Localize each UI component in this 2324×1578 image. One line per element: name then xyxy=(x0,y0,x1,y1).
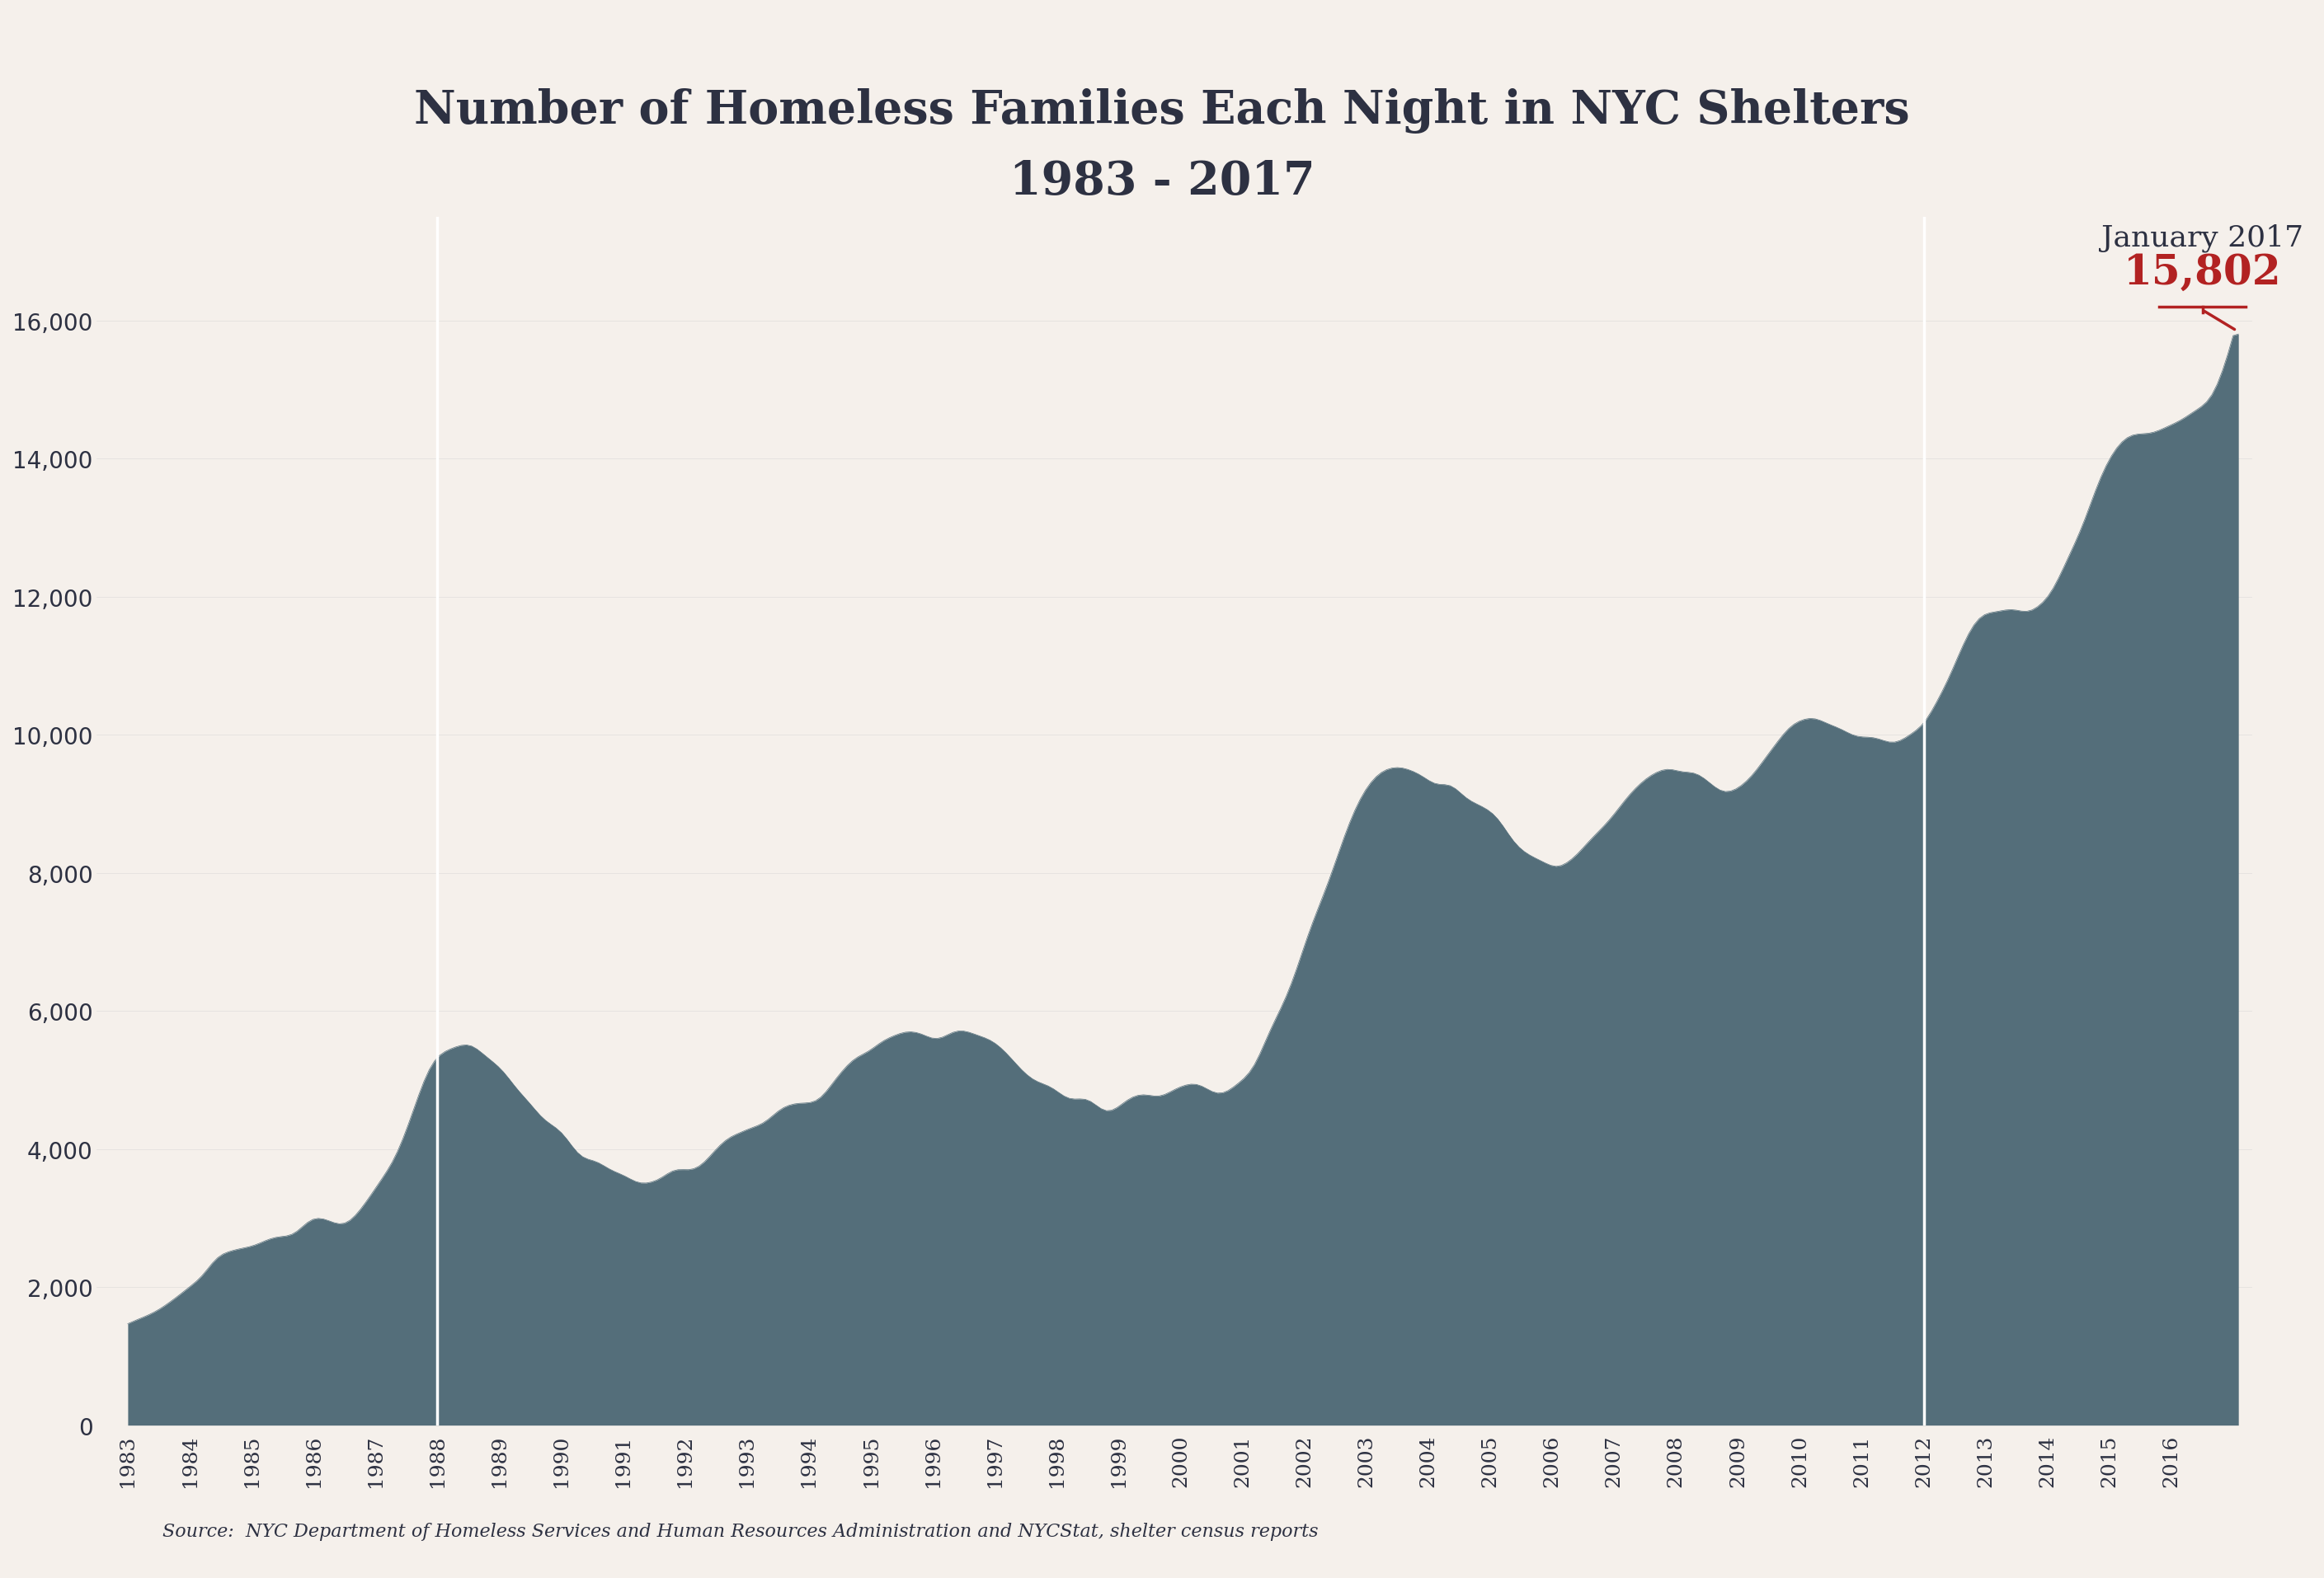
Text: 15,802: 15,802 xyxy=(2124,252,2282,294)
Text: Number of Homeless Families Each Night in NYC Shelters: Number of Homeless Families Each Night i… xyxy=(414,88,1910,133)
Text: Source:  NYC Department of Homeless Services and Human Resources Administration : Source: NYC Department of Homeless Servi… xyxy=(163,1521,1318,1540)
Text: January 2017: January 2017 xyxy=(2101,224,2303,252)
Text: 1983 - 2017: 1983 - 2017 xyxy=(1009,159,1315,204)
